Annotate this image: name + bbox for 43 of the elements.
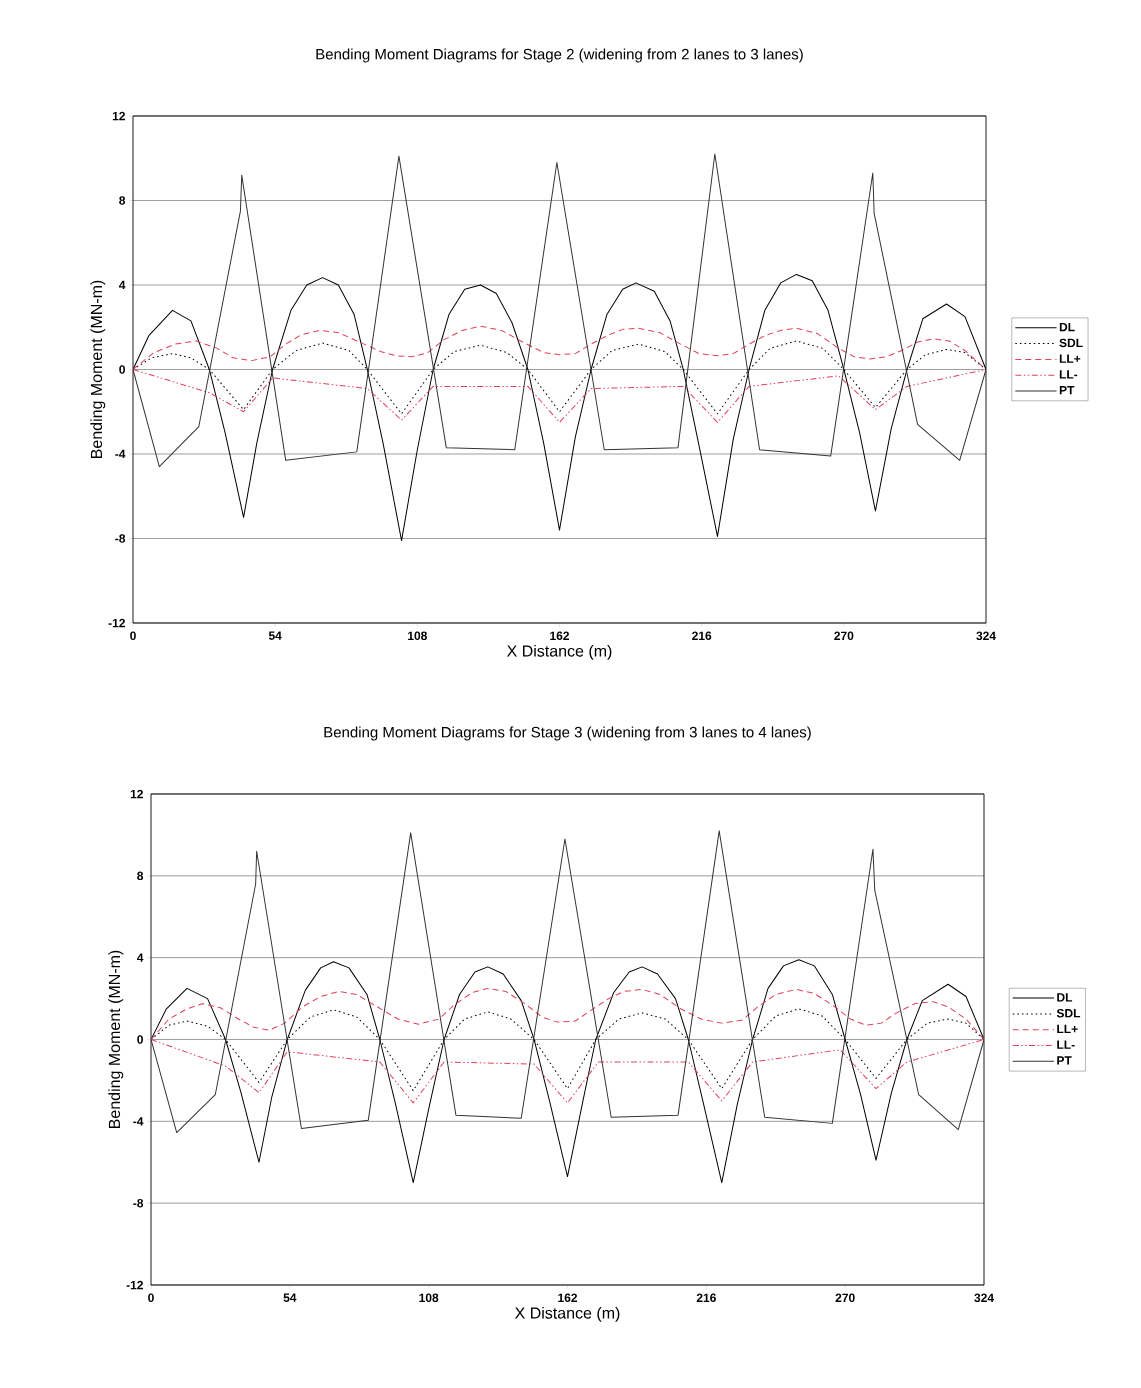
y-tick-label: 0: [137, 1035, 143, 1044]
legend-label: LL-: [1057, 1040, 1075, 1049]
y-tick-label: -4: [115, 449, 126, 459]
x-tick-label: 270: [834, 631, 854, 641]
x-tick-label: 108: [419, 1293, 439, 1303]
y-tick-label: 4: [136, 953, 144, 962]
x-tick-label: 162: [550, 631, 570, 641]
y-tick-label: 12: [112, 111, 125, 121]
legend-label: SDL: [1056, 1008, 1081, 1018]
x-tick-label: 108: [408, 631, 427, 641]
y-tick-label: -4: [133, 1117, 144, 1126]
legend-label: PT: [1059, 386, 1075, 395]
y-tick-label: -8: [115, 534, 126, 543]
y-tick-label: 4: [118, 280, 126, 290]
y-tick-label: 8: [119, 196, 126, 205]
y-axis-title: Bending Moment (MN-m): [90, 280, 106, 458]
x-tick-label: 216: [696, 1293, 716, 1303]
y-tick-label: 12: [130, 789, 143, 799]
x-tick-label: 54: [268, 631, 282, 640]
y-tick-label: 8: [137, 871, 144, 881]
legend-label: LL-: [1059, 370, 1078, 379]
x-tick-label: 324: [974, 1293, 994, 1303]
x-axis-title: X Distance (m): [506, 644, 612, 660]
x-tick-label: 270: [835, 1293, 855, 1303]
y-tick-label: -8: [133, 1198, 144, 1208]
x-tick-label: 216: [692, 631, 712, 641]
y-tick-label: 0: [119, 365, 125, 374]
legend-label: DL: [1059, 322, 1075, 332]
x-axis-title: X Distance (m): [514, 1306, 620, 1322]
x-tick-label: 324: [976, 631, 996, 641]
y-axis-title: Bending Moment (MN-m): [108, 950, 124, 1128]
x-tick-label: 162: [558, 1293, 578, 1303]
chart-title: Bending Moment Diagrams for Stage 2 (widening from 2 lanes to 3 lanes): [316, 48, 803, 63]
legend-label: SDL: [1059, 338, 1083, 348]
legend-label: PT: [1057, 1056, 1072, 1065]
x-tick-label: 0: [148, 1293, 154, 1303]
legend-label: LL+: [1059, 354, 1081, 363]
x-tick-label: 54: [283, 1293, 297, 1302]
y-tick-label: -12: [108, 618, 125, 628]
chart-title: Bending Moment Diagrams for Stage 3 (widening from 3 lanes to 4 lanes): [324, 726, 811, 741]
y-tick-label: -12: [126, 1280, 143, 1290]
legend-label: LL+: [1057, 1024, 1078, 1034]
legend-label: DL: [1057, 993, 1073, 1002]
